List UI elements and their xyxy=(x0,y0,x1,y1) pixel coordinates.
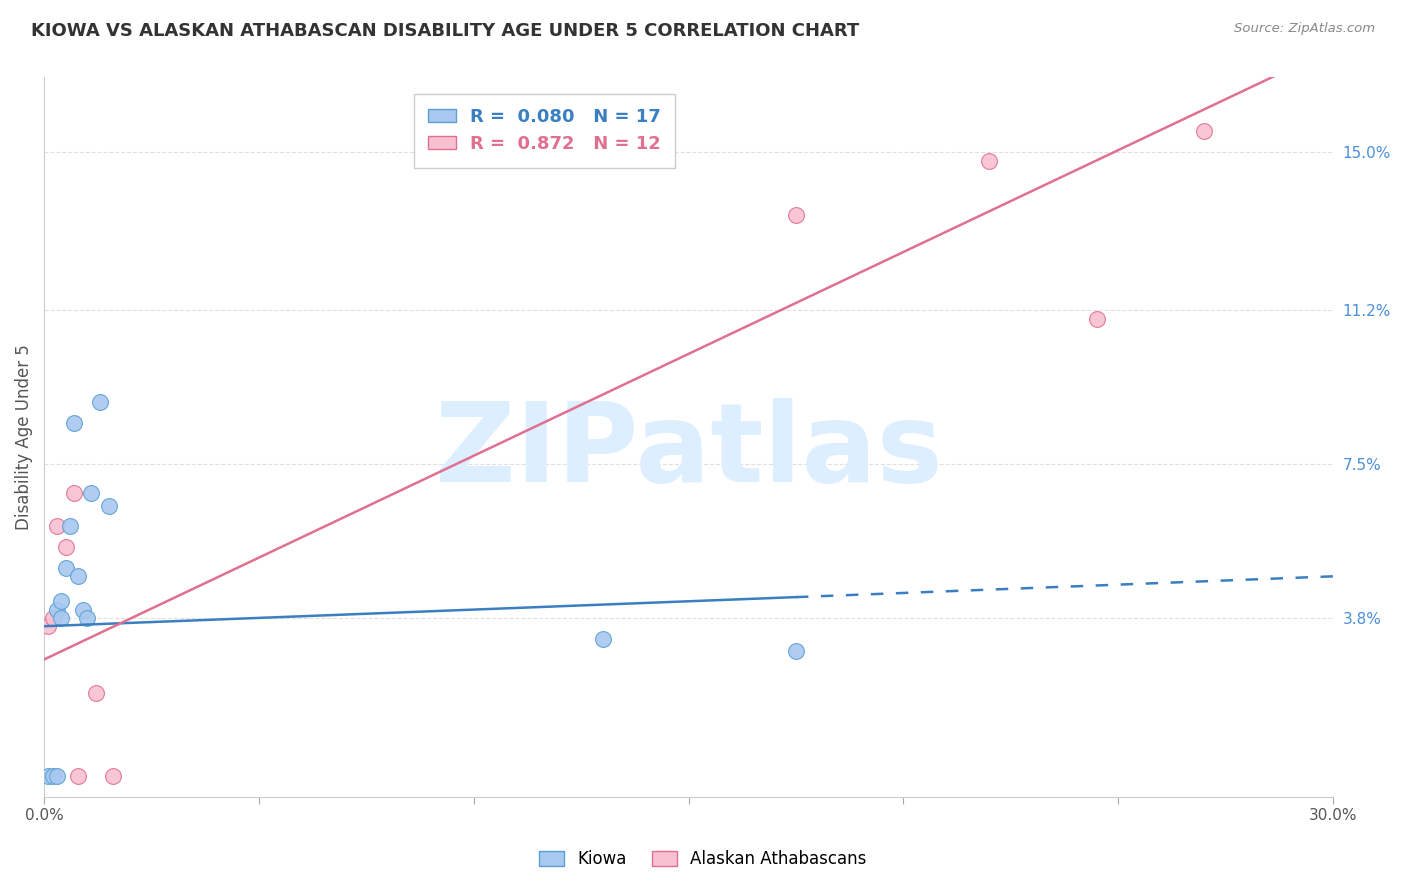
Point xyxy=(63,486,86,500)
Point xyxy=(979,153,1001,168)
Point xyxy=(41,769,63,783)
Point xyxy=(46,769,69,783)
Legend: R =  0.080   N = 17, R =  0.872   N = 12: R = 0.080 N = 17, R = 0.872 N = 12 xyxy=(413,94,675,168)
Point xyxy=(51,611,73,625)
Point xyxy=(55,540,77,554)
Point xyxy=(67,769,90,783)
Point xyxy=(101,769,124,783)
Text: KIOWA VS ALASKAN ATHABASCAN DISABILITY AGE UNDER 5 CORRELATION CHART: KIOWA VS ALASKAN ATHABASCAN DISABILITY A… xyxy=(31,22,859,40)
Point xyxy=(63,416,86,430)
Point xyxy=(1192,124,1215,138)
Point xyxy=(41,611,63,625)
Point xyxy=(785,644,807,658)
Legend: Kiowa, Alaskan Athabascans: Kiowa, Alaskan Athabascans xyxy=(533,844,873,875)
Point xyxy=(46,602,69,616)
Point xyxy=(76,611,98,625)
Point xyxy=(46,519,69,533)
Point xyxy=(84,686,107,700)
Point xyxy=(37,619,59,633)
Text: ZIPatlas: ZIPatlas xyxy=(434,398,942,505)
Y-axis label: Disability Age Under 5: Disability Age Under 5 xyxy=(15,344,32,530)
Point xyxy=(89,394,111,409)
Point xyxy=(59,519,82,533)
Text: Source: ZipAtlas.com: Source: ZipAtlas.com xyxy=(1234,22,1375,36)
Point xyxy=(51,594,73,608)
Point xyxy=(1085,311,1108,326)
Point xyxy=(785,208,807,222)
Point xyxy=(37,769,59,783)
Point xyxy=(592,632,614,646)
Point xyxy=(97,499,120,513)
Point xyxy=(80,486,103,500)
Point xyxy=(55,561,77,575)
Point xyxy=(72,602,94,616)
Point xyxy=(67,569,90,583)
